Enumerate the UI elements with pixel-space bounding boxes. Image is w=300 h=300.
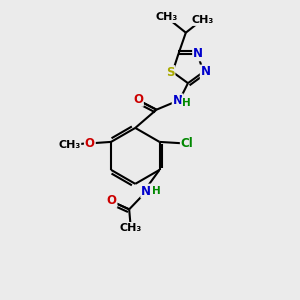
Text: O: O [133,93,143,106]
Text: CH₃: CH₃ [58,140,80,150]
Text: CH₃: CH₃ [156,12,178,22]
Text: H: H [182,98,191,108]
Text: CH₃: CH₃ [192,15,214,25]
Text: N: N [141,184,151,198]
Text: N: N [193,47,203,60]
Text: H: H [152,186,161,196]
Text: CH₃: CH₃ [119,223,142,233]
Text: S: S [166,66,175,79]
Text: O: O [85,137,95,150]
Text: O: O [106,194,116,207]
Text: Cl: Cl [181,137,194,150]
Text: N: N [201,65,211,79]
Text: N: N [173,94,183,107]
